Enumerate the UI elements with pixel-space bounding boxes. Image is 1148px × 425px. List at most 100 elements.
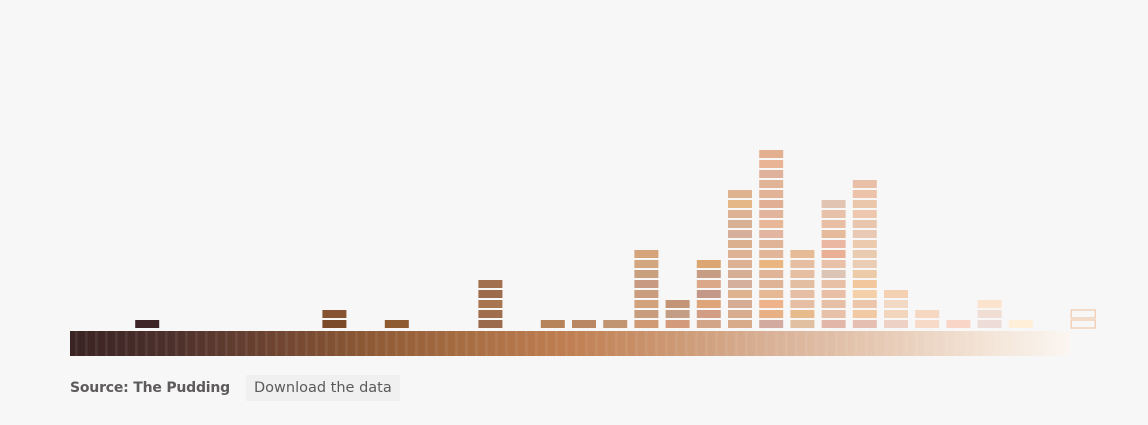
bar-segment[interactable] <box>728 280 752 288</box>
bar-segment[interactable] <box>852 320 877 328</box>
bar-segment[interactable] <box>852 280 877 288</box>
bar-segment[interactable] <box>728 240 752 248</box>
bar-segment[interactable] <box>852 270 877 278</box>
bar-segment[interactable] <box>884 290 908 298</box>
bar-segment[interactable] <box>728 230 752 238</box>
bar-segment[interactable] <box>634 260 659 268</box>
bar-segment[interactable] <box>852 250 877 258</box>
bar-segment[interactable] <box>946 320 971 328</box>
bar-segment[interactable] <box>1070 309 1096 319</box>
bar-segment[interactable] <box>759 250 784 258</box>
bar-segment[interactable] <box>322 320 347 328</box>
bar-segment[interactable] <box>384 320 409 328</box>
bar-segment[interactable] <box>478 290 503 298</box>
bar-segment[interactable] <box>821 220 846 228</box>
bar-segment[interactable] <box>821 280 846 288</box>
bar-segment[interactable] <box>790 260 815 268</box>
bar-segment[interactable] <box>821 210 846 218</box>
bar-segment[interactable] <box>478 280 503 288</box>
bar-segment[interactable] <box>790 320 815 328</box>
bar-segment[interactable] <box>728 250 752 258</box>
bar-segment[interactable] <box>696 280 721 288</box>
bar-segment[interactable] <box>478 300 503 308</box>
bar-segment[interactable] <box>759 280 784 288</box>
bar-segment[interactable] <box>696 320 721 328</box>
bar-segment[interactable] <box>759 180 784 188</box>
bar-segment[interactable] <box>821 240 846 248</box>
bar-segment[interactable] <box>759 190 784 198</box>
bar-segment[interactable] <box>696 310 721 318</box>
bar-segment[interactable] <box>728 290 752 298</box>
bar-segment[interactable] <box>759 170 784 178</box>
bar-segment[interactable] <box>821 230 846 238</box>
bar-segment[interactable] <box>852 310 877 318</box>
bar-segment[interactable] <box>322 310 347 318</box>
bar-segment[interactable] <box>759 220 784 228</box>
bar-segment[interactable] <box>759 320 784 328</box>
bar-segment[interactable] <box>977 310 1002 318</box>
bar-segment[interactable] <box>852 180 877 188</box>
bar-segment[interactable] <box>915 310 940 318</box>
bar-segment[interactable] <box>790 280 815 288</box>
bar-segment[interactable] <box>728 310 752 318</box>
bar-segment[interactable] <box>759 230 784 238</box>
bar-segment[interactable] <box>977 320 1002 328</box>
bar-segment[interactable] <box>135 320 160 328</box>
bar-segment[interactable] <box>696 290 721 298</box>
bar-segment[interactable] <box>759 270 784 278</box>
bar-segment[interactable] <box>759 210 784 218</box>
bar-segment[interactable] <box>1008 320 1033 328</box>
bar-segment[interactable] <box>728 320 752 328</box>
bar-segment[interactable] <box>821 260 846 268</box>
bar-segment[interactable] <box>759 290 784 298</box>
bar-segment[interactable] <box>759 160 784 168</box>
bar-segment[interactable] <box>728 200 752 208</box>
bar-segment[interactable] <box>821 250 846 258</box>
bar-segment[interactable] <box>884 310 908 318</box>
bar-segment[interactable] <box>821 300 846 308</box>
bar-segment[interactable] <box>759 310 784 318</box>
bar-segment[interactable] <box>665 300 690 308</box>
bar-segment[interactable] <box>665 310 690 318</box>
bar-segment[interactable] <box>696 300 721 308</box>
bar-segment[interactable] <box>759 300 784 308</box>
bar-segment[interactable] <box>852 240 877 248</box>
bar-segment[interactable] <box>915 320 940 328</box>
bar-segment[interactable] <box>790 250 815 258</box>
bar-segment[interactable] <box>852 220 877 228</box>
bar-segment[interactable] <box>852 190 877 198</box>
bar-segment[interactable] <box>759 260 784 268</box>
bar-segment[interactable] <box>790 270 815 278</box>
bar-segment[interactable] <box>696 270 721 278</box>
bar-segment[interactable] <box>852 200 877 208</box>
bar-segment[interactable] <box>634 310 659 318</box>
bar-segment[interactable] <box>728 260 752 268</box>
bar-segment[interactable] <box>634 280 659 288</box>
bar-segment[interactable] <box>852 230 877 238</box>
bar-segment[interactable] <box>478 310 503 318</box>
bar-segment[interactable] <box>852 210 877 218</box>
bar-segment[interactable] <box>634 300 659 308</box>
bar-segment[interactable] <box>634 250 659 258</box>
download-data-button[interactable]: Download the data <box>245 375 400 401</box>
bar-segment[interactable] <box>572 320 596 328</box>
bar-segment[interactable] <box>728 190 752 198</box>
bar-segment[interactable] <box>821 270 846 278</box>
bar-segment[interactable] <box>821 310 846 318</box>
bar-segment[interactable] <box>852 300 877 308</box>
bar-segment[interactable] <box>821 320 846 328</box>
bar-segment[interactable] <box>634 290 659 298</box>
bar-segment[interactable] <box>634 270 659 278</box>
bar-segment[interactable] <box>728 270 752 278</box>
bar-segment[interactable] <box>977 300 1002 308</box>
bar-segment[interactable] <box>852 290 877 298</box>
bar-segment[interactable] <box>540 320 565 328</box>
bar-segment[interactable] <box>728 210 752 218</box>
bar-segment[interactable] <box>478 320 503 328</box>
bar-segment[interactable] <box>790 310 815 318</box>
bar-segment[interactable] <box>852 260 877 268</box>
bar-segment[interactable] <box>821 200 846 208</box>
bar-segment[interactable] <box>790 300 815 308</box>
bar-segment[interactable] <box>728 220 752 228</box>
bar-segment[interactable] <box>821 290 846 298</box>
